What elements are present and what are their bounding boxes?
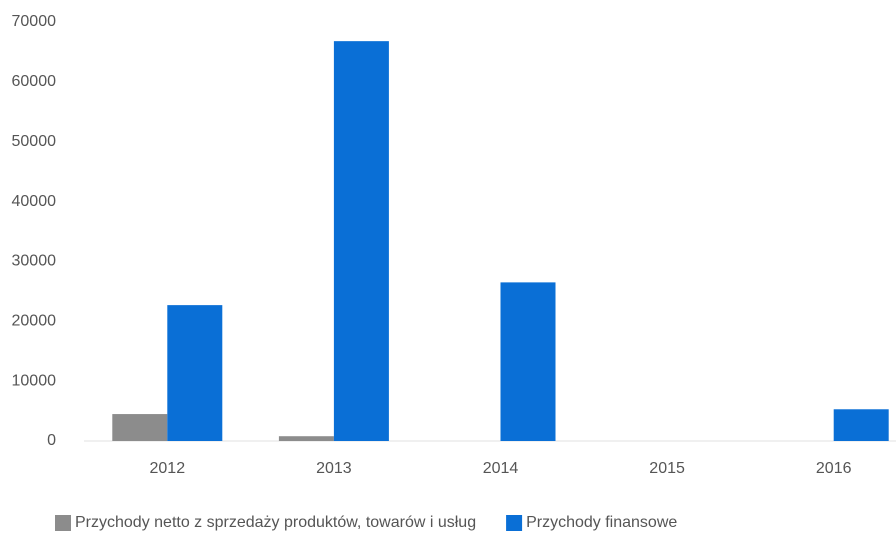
bar (167, 305, 223, 441)
y-tick-label: 10000 (12, 372, 57, 389)
legend-swatch (55, 515, 71, 531)
legend-label: Przychody netto z sprzedaży produktów, t… (75, 514, 476, 531)
bar (833, 409, 889, 441)
x-tick-label: 2014 (483, 460, 519, 477)
y-tick-label: 40000 (12, 193, 57, 210)
bar (500, 282, 556, 441)
y-tick-label: 20000 (12, 313, 57, 330)
x-tick-label: 2016 (816, 460, 852, 477)
y-tick-label: 60000 (12, 73, 57, 90)
y-tick-label: 70000 (12, 13, 57, 30)
y-tick-label: 0 (47, 432, 56, 449)
legend-label: Przychody finansowe (526, 514, 677, 531)
x-tick-label: 2015 (649, 460, 685, 477)
bar (333, 41, 389, 441)
x-tick-label: 2012 (150, 460, 186, 477)
y-tick-label: 50000 (12, 133, 57, 150)
legend-swatch (506, 515, 523, 531)
y-tick-label: 30000 (12, 253, 57, 270)
x-tick-label: 2013 (316, 460, 352, 477)
bar (278, 436, 334, 441)
bar (112, 414, 168, 441)
